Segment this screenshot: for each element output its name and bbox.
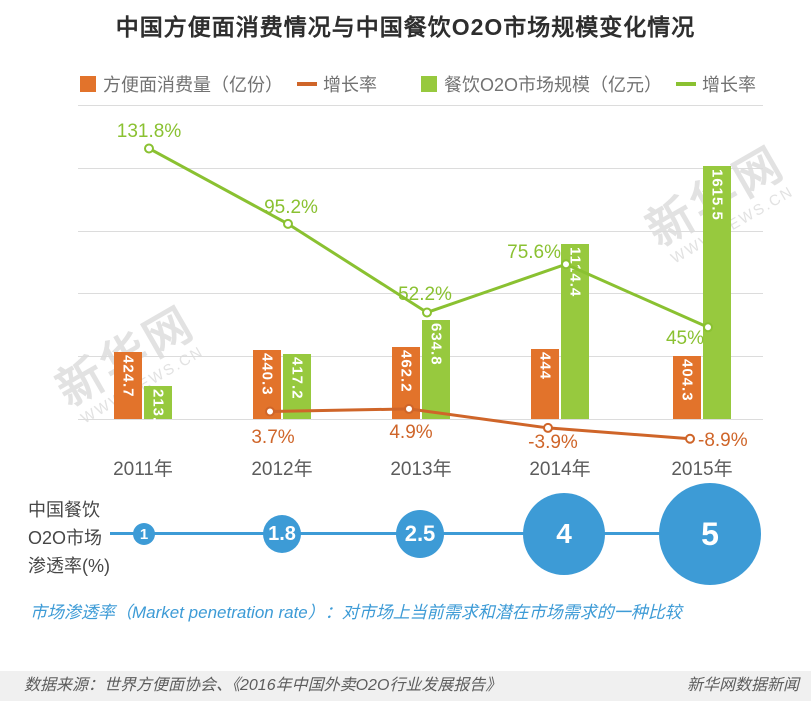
chart-gridline <box>78 419 763 420</box>
legend: 方便面消费量（亿份） 增长率 餐饮O2O市场规模（亿元） 增长率 <box>80 71 756 97</box>
noodle-growth-value-label: -3.9% <box>528 431 578 453</box>
chart-gridline <box>78 105 763 106</box>
chart-gridline <box>78 356 763 357</box>
o2o-growth-value-label: 45% <box>665 328 704 350</box>
x-axis-year-label: 2013年 <box>390 459 452 480</box>
noodle-growth-value-label: -8.9% <box>698 429 748 451</box>
legend-label: 增长率 <box>702 75 757 95</box>
legend-label: 增长率 <box>323 75 377 95</box>
legend-item-noodle-growth: 增长率 <box>297 71 377 97</box>
bar-value-label: 444 <box>536 352 554 381</box>
penetration-bubble: 4 <box>523 493 605 575</box>
o2o-bar: 1114.4 <box>561 244 589 419</box>
o2o-growth-value-label: 95.2% <box>264 196 318 218</box>
noodle-growth-value-label: 4.9% <box>389 421 433 443</box>
penetration-bubble: 2.5 <box>396 510 444 558</box>
annotation: 市场渗透率（Market penetration rate）：对市场上当前需求和… <box>30 603 682 622</box>
o2o-growth-value-label: 52.2% <box>398 284 452 306</box>
o2o-bar: 634.8 <box>422 320 450 419</box>
o2o-growth-point <box>283 218 293 229</box>
x-axis-year-label: 2015年 <box>671 459 733 480</box>
x-axis-year-label: 2014年 <box>529 459 591 480</box>
o2o-bar: 417.2 <box>283 354 311 419</box>
penetration-bubble: 1.8 <box>263 515 301 553</box>
legend-item-noodle-bar: 方便面消费量（亿份） <box>80 71 283 97</box>
o2o-bar: 1615.5 <box>703 166 731 419</box>
noodle-bar: 440.3 <box>253 350 281 419</box>
orange-line-swatch-icon <box>297 82 317 86</box>
bar-value-label: 1615.5 <box>708 169 726 221</box>
green-line-swatch-icon <box>676 82 697 86</box>
o2o-growth-point <box>144 143 154 154</box>
legend-label: 餐饮O2O市场规模（亿元） <box>444 75 663 95</box>
noodle-growth-point <box>543 422 553 433</box>
penetration-bubble: 5 <box>659 483 761 585</box>
page-title: 中国方便面消费情况与中国餐饮O2O市场规模变化情况 <box>115 14 696 40</box>
combo-chart: 424.7 440.3 462.2 444 404.3 213.7 417.2 634.8 11… <box>78 105 763 480</box>
noodle-bar: 424.7 <box>114 352 142 419</box>
bar-value-label: 213.7 <box>149 389 167 432</box>
x-axis-year-label: 2012年 <box>251 459 313 480</box>
o2o-growth-value-label: 131.8% <box>116 121 182 143</box>
green-bar-swatch-icon <box>421 76 437 92</box>
bar-value-label: 417.2 <box>288 357 306 400</box>
noodle-growth-line <box>269 407 691 441</box>
x-axis-year-label: 2011年 <box>113 459 173 480</box>
credit: 新华网数据新闻 <box>686 677 799 694</box>
noodle-bar: 444 <box>531 349 559 419</box>
bar-value-label: 1114.4 <box>566 247 584 298</box>
o2o-bar: 213.7 <box>144 386 172 432</box>
o2o-growth-value-label: 75.6% <box>507 242 561 264</box>
chart-gridline <box>78 168 763 169</box>
noodle-bar: 404.3 <box>673 356 701 419</box>
data-source: 数据来源：世界方便面协会、《2016年中国外卖O2O行业发展报告》 <box>24 677 502 694</box>
noodle-growth-value-label: 3.7% <box>251 426 295 448</box>
bar-value-label: 424.7 <box>119 355 137 398</box>
penetration-label-line: 渗透率(%) <box>28 556 110 576</box>
legend-label: 方便面消费量（亿份） <box>103 75 283 95</box>
orange-bar-swatch-icon <box>80 76 96 92</box>
noodle-growth-point <box>685 433 695 444</box>
bar-value-label: 404.3 <box>678 359 696 402</box>
noodle-bar: 462.2 <box>392 347 420 419</box>
legend-item-o2o-growth: 增长率 <box>676 71 756 97</box>
bar-value-label: 462.2 <box>397 350 415 393</box>
legend-item-o2o-bar: 餐饮O2O市场规模（亿元） <box>421 71 662 97</box>
penetration-axis-label: 中国餐饮 O2O市场 渗透率(%) <box>28 496 110 580</box>
penetration-label-line: O2O市场 <box>28 528 103 548</box>
bar-value-label: 440.3 <box>258 353 276 396</box>
o2o-growth-point <box>422 307 432 318</box>
penetration-label-line: 中国餐饮 <box>28 500 100 520</box>
footer-bar: 数据来源：世界方便面协会、《2016年中国外卖O2O行业发展报告》 新华网数据新… <box>0 671 811 701</box>
chart-gridline <box>78 231 763 232</box>
bar-value-label: 634.8 <box>427 323 445 366</box>
penetration-bubble: 1 <box>133 523 155 545</box>
